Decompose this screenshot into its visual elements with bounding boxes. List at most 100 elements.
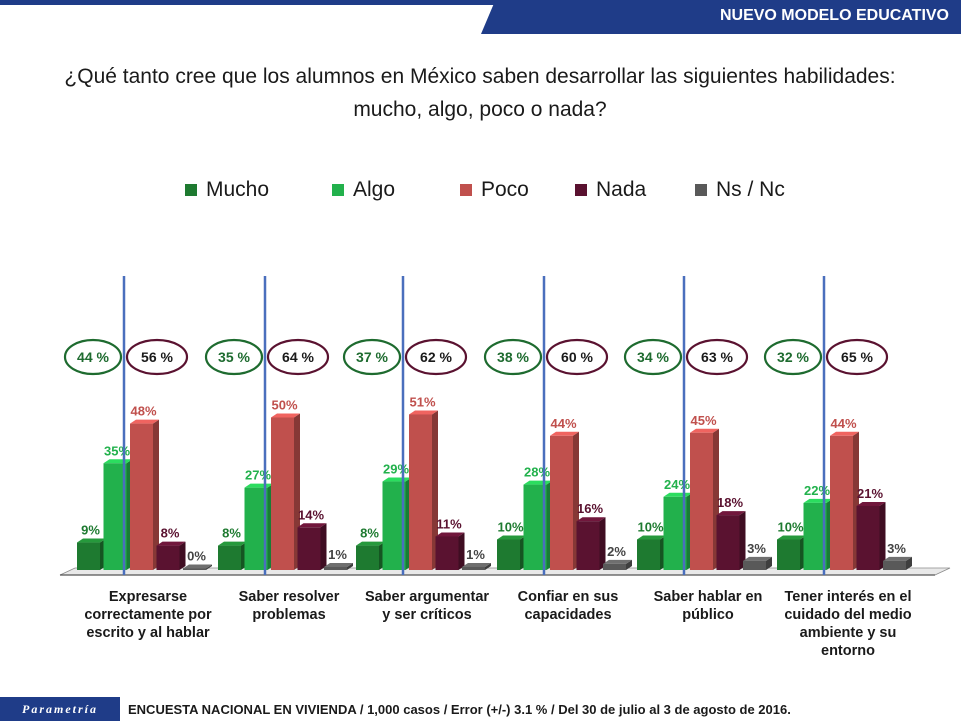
data-label-0-4: 0%	[187, 549, 206, 564]
data-label-1-2: 50%	[271, 398, 297, 413]
category-label-line: Saber argumentar	[364, 589, 490, 605]
category-label-line: público	[682, 607, 734, 623]
category-label-line: Expresarse	[108, 589, 188, 605]
positive-total-oval-5	[763, 338, 823, 376]
bar-0-2	[130, 423, 153, 570]
data-label-4-4: 3%	[747, 541, 766, 556]
bar-4-1	[663, 496, 687, 570]
data-label-3-2: 44%	[550, 416, 576, 431]
category-label-2: Saber argumentar y ser críticos	[357, 588, 497, 624]
category-label-line: cuidado del medio	[784, 607, 912, 623]
legend-label: Ns / Nc	[716, 178, 785, 201]
legend-swatch	[332, 184, 344, 196]
category-label-line: Confiar en sus	[517, 589, 619, 605]
category-label-line: entorno	[821, 643, 875, 659]
data-label-2-2: 51%	[409, 394, 435, 409]
bar-0-3	[156, 545, 180, 570]
bar-side-4-3	[739, 511, 746, 570]
category-label-line: escrito y al hablar	[86, 625, 210, 641]
bar-side-1-4	[347, 562, 353, 570]
bar-2-4	[462, 566, 485, 570]
header-title: NUEVO MODELO EDUCATIVO	[719, 7, 949, 24]
category-label-line: y ser críticos	[382, 607, 472, 623]
bar-side-0-4	[206, 564, 212, 570]
legend-swatch	[460, 184, 472, 196]
category-label-line: Saber hablar en	[653, 589, 763, 605]
footer-text: ENCUESTA NACIONAL EN VIVIENDA / 1,000 ca…	[128, 702, 791, 717]
negative-total-2: 62 %	[420, 349, 452, 365]
bar-5-3	[856, 505, 880, 570]
bar-top-2-0	[356, 541, 385, 546]
category-label-1: Saber resolver problemas	[219, 588, 359, 624]
positive-total-4: 34 %	[637, 349, 669, 365]
legend-label: Poco	[481, 178, 529, 201]
negative-total-oval-4	[685, 338, 749, 376]
bar-5-2	[830, 435, 853, 570]
legend-swatch	[185, 184, 197, 196]
question-title: ¿Qué tanto cree que los alumnos en Méxic…	[20, 60, 940, 126]
bar-3-2	[550, 435, 573, 570]
data-label-3-1: 28%	[524, 465, 550, 480]
bar-2-2	[409, 414, 432, 570]
question-line-1: ¿Qué tanto cree que los alumnos en Méxic…	[64, 65, 896, 88]
bar-1-3	[297, 527, 321, 570]
bar-side-0-3	[179, 541, 186, 570]
bar-4-2	[690, 432, 713, 570]
legend-label: Mucho	[206, 178, 270, 201]
legend-item-0: Mucho	[185, 176, 269, 204]
footer-logo: Parametría	[0, 697, 120, 721]
data-label-3-0: 10%	[497, 520, 523, 535]
bar-top-5-0	[777, 535, 806, 540]
bar-0-1	[103, 463, 127, 570]
bar-3-3	[576, 521, 600, 570]
positive-total-0: 44 %	[77, 349, 109, 365]
category-label-0: Expresarse correctamente por escrito y al …	[78, 588, 218, 642]
negative-total-oval-2	[404, 338, 468, 376]
positive-total-1: 35 %	[218, 349, 250, 365]
bar-1-1	[244, 487, 268, 570]
data-label-1-3: 14%	[298, 507, 324, 522]
bar-top-5-2	[830, 431, 859, 436]
category-label-line: Saber resolver	[238, 589, 340, 605]
data-label-5-4: 3%	[887, 541, 906, 556]
positive-total-3: 38 %	[497, 349, 529, 365]
positive-total-oval-0	[63, 338, 123, 376]
bar-side-1-3	[320, 523, 327, 570]
bar-1-4	[324, 566, 347, 570]
bar-5-1	[803, 502, 827, 570]
negative-total-3: 60 %	[561, 349, 593, 365]
bar-0-4	[183, 568, 206, 570]
negative-total-1: 64 %	[282, 349, 314, 365]
bar-top-2-3	[435, 532, 465, 537]
bar-top-2-2	[409, 410, 438, 415]
data-label-5-0: 10%	[777, 520, 803, 535]
legend-label: Algo	[353, 178, 396, 201]
bar-top-1-3	[297, 523, 327, 528]
negative-total-0: 56 %	[141, 349, 173, 365]
header-tab	[481, 0, 961, 34]
data-label-1-4: 1%	[328, 547, 347, 562]
data-label-0-3: 8%	[161, 526, 180, 541]
data-label-3-4: 2%	[607, 544, 626, 559]
bar-0-0	[77, 542, 100, 570]
bar-top-3-0	[497, 535, 526, 540]
negative-total-oval-1	[266, 338, 330, 376]
positive-total-2: 37 %	[356, 349, 388, 365]
data-label-0-1: 35%	[104, 443, 130, 458]
category-label-3: Confiar en sus capacidades	[498, 588, 638, 624]
legend-swatch	[695, 184, 707, 196]
bar-4-0	[637, 539, 660, 570]
data-label-2-3: 11%	[436, 516, 462, 531]
negative-total-oval-0	[125, 338, 189, 376]
bar-side-3-3	[599, 517, 606, 570]
negative-total-oval-3	[545, 338, 609, 376]
bar-2-1	[382, 481, 406, 570]
bar-2-3	[435, 536, 459, 570]
header-stripe	[0, 0, 961, 5]
data-label-0-2: 48%	[130, 404, 156, 419]
legend-item-2: Poco	[460, 176, 529, 204]
data-label-4-0: 10%	[637, 520, 663, 535]
bar-3-0	[497, 539, 520, 570]
question-line-2: mucho, algo, poco o nada?	[353, 98, 607, 121]
bar-side-3-4	[626, 559, 632, 570]
